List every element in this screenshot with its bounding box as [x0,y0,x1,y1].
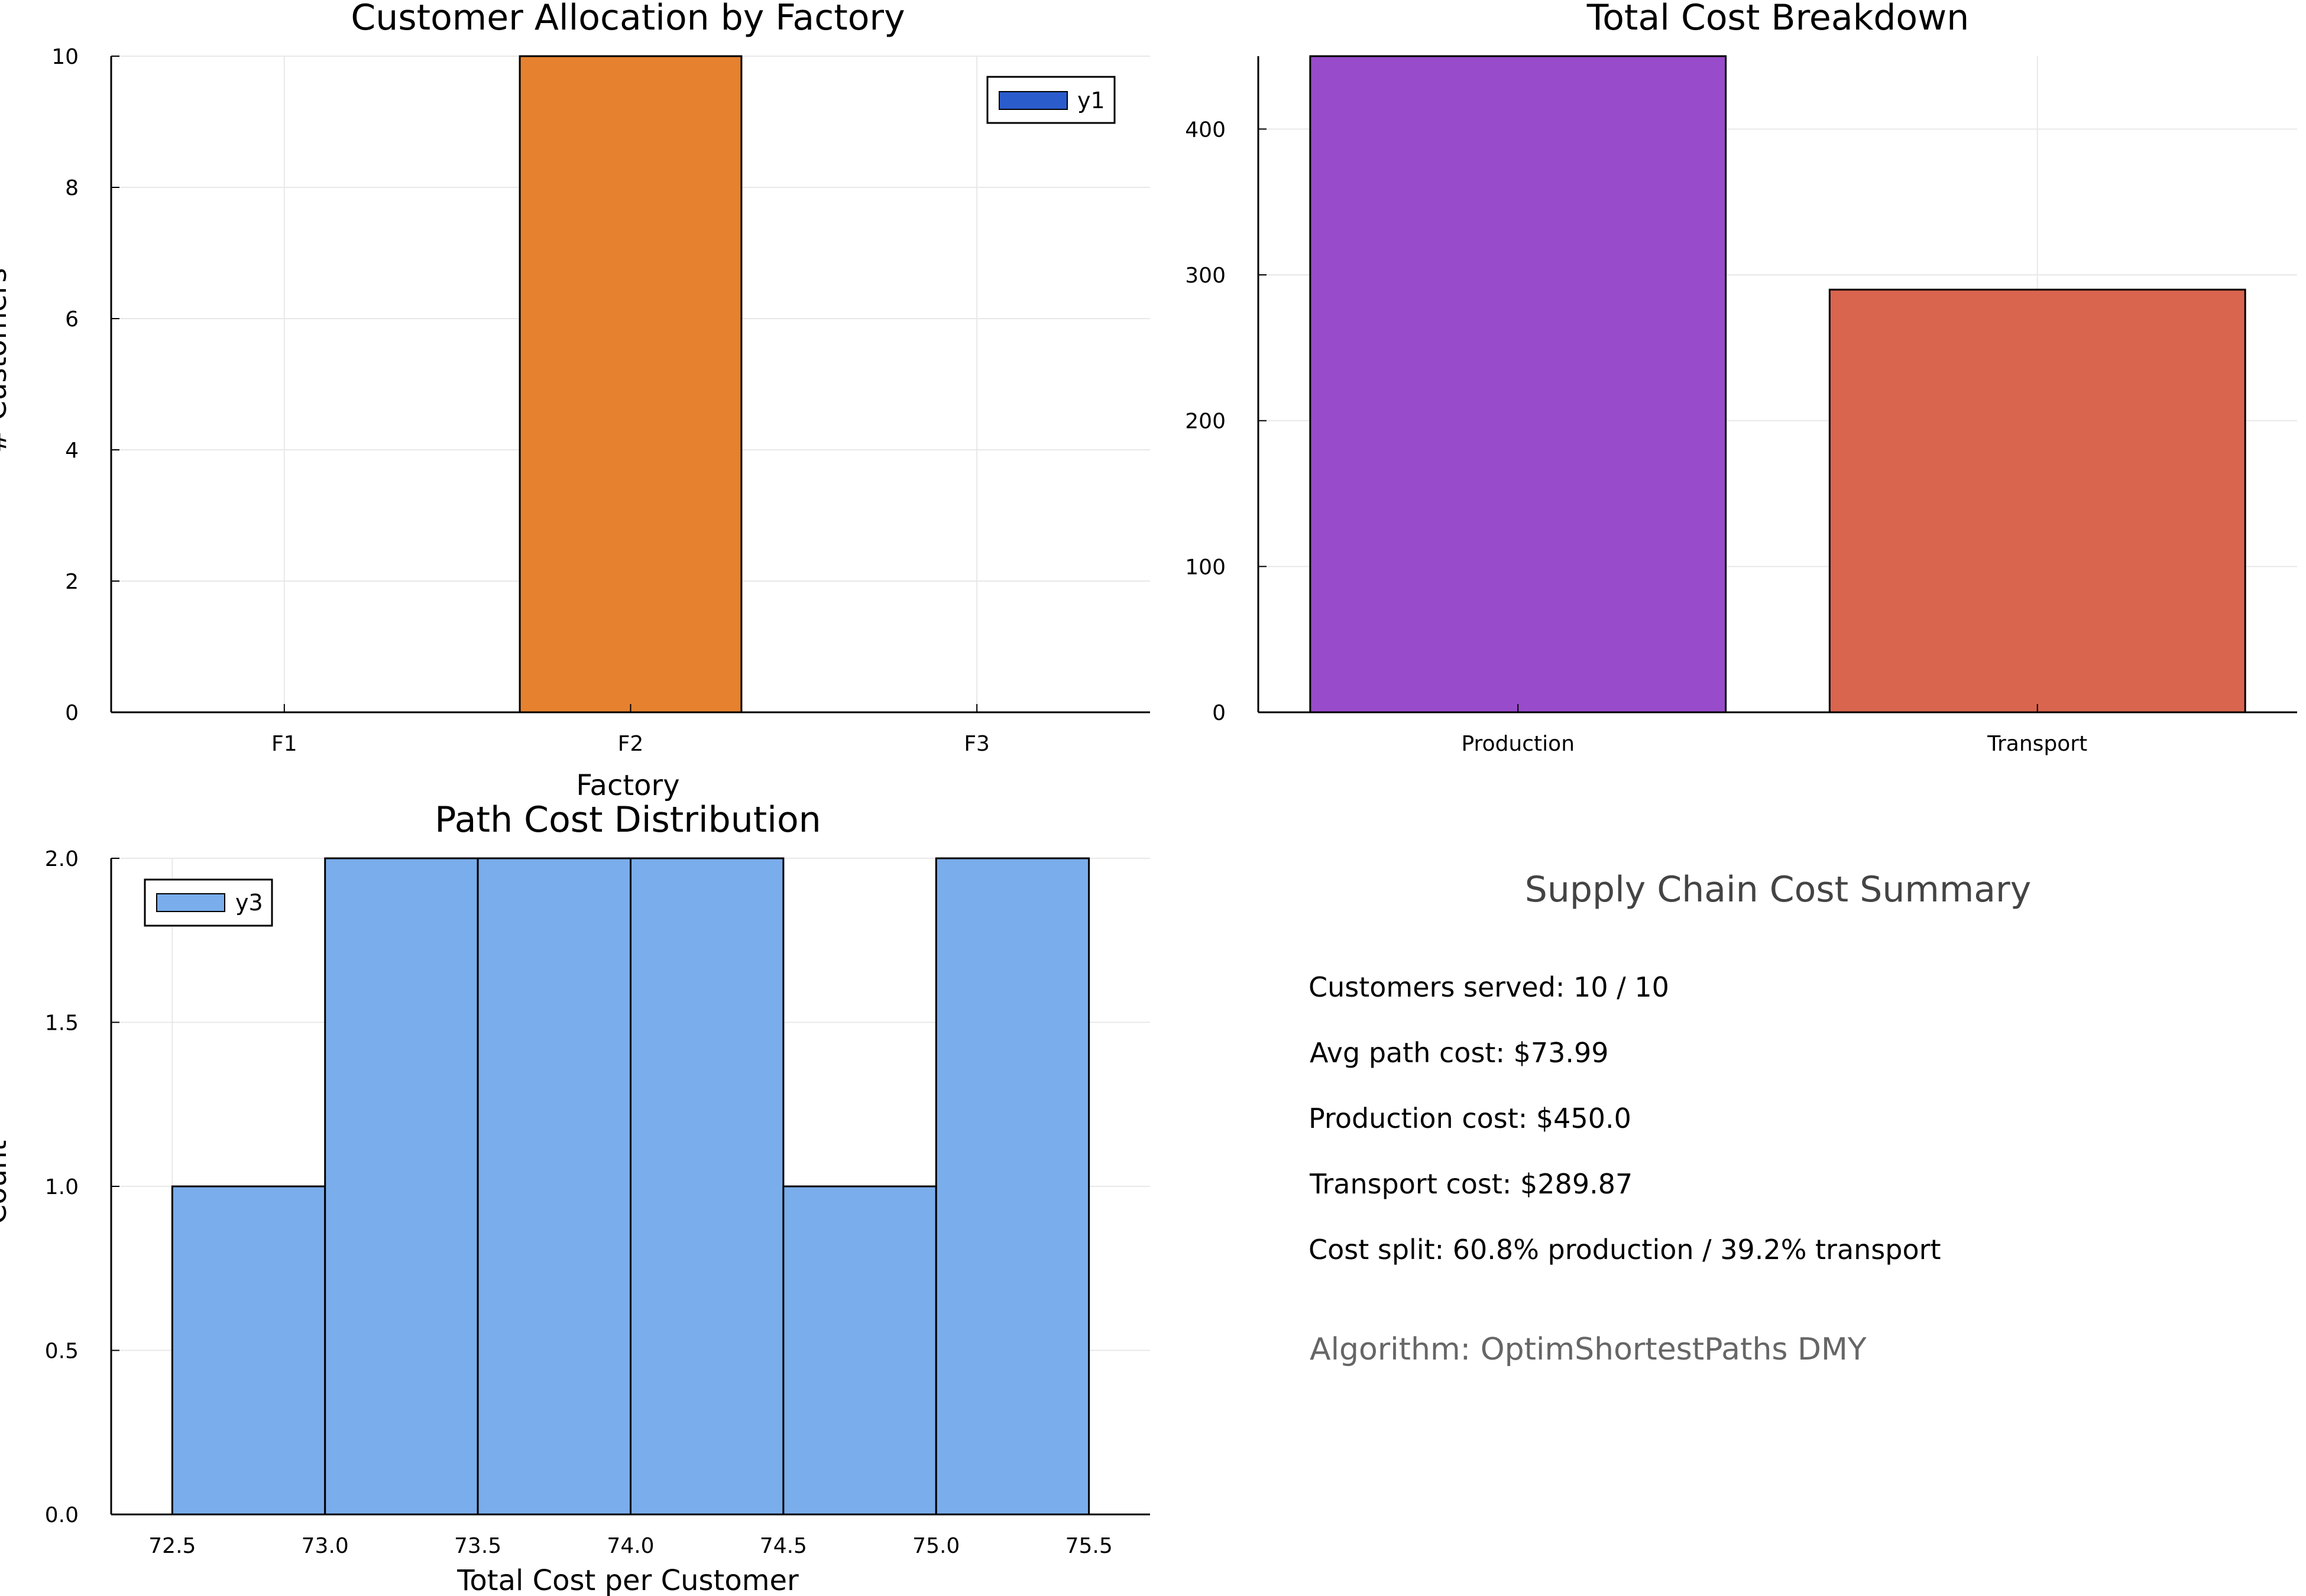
chart-2-xtick-label: Transport [1987,732,2087,756]
chart-path-cost-distribution: Path Cost Distribution 0.0 0.5 1.0 1.5 2.0 7… [0,799,1150,1596]
chart-1-ylabel: # Customers [0,268,13,453]
chart-2-y-tick-labels: 0 100 200 300 400 [1185,118,1226,725]
chart-2-ytick-label: 400 [1185,118,1226,142]
chart-3-y-tick-labels: 0.0 0.5 1.0 1.5 2.0 [45,847,79,1527]
chart-3-legend-label: y3 [235,890,263,916]
chart-1-ytick-label: 0 [65,701,79,725]
chart-3-xtick-label: 73.5 [454,1534,501,1558]
summary-line-production-cost: Production cost: $450.0 [1309,1102,1631,1134]
chart-3-histogram-bin [324,857,479,1516]
chart-2-axes [1257,56,2297,713]
summary-line-cost-split: Cost split: 60.8% production / 39.2% tra… [1309,1234,1941,1266]
chart-1-legend-swatch [999,91,1068,110]
chart-3-xtick-label: 75.5 [1065,1534,1113,1558]
chart-1-legend: y1 [986,76,1116,124]
chart-3-bars [171,857,1090,1516]
chart-1-ytick-label: 4 [65,439,79,463]
cost-summary-panel: Supply Chain Cost Summary Customers serv… [1309,869,2031,1367]
summary-line-transport-cost: Transport cost: $289.87 [1309,1168,1633,1200]
chart-3-histogram-bin [171,1185,326,1516]
chart-2-bars [1309,55,2246,713]
chart-customer-allocation: Customer Allocation by Factory 0 2 4 6 8 10 F… [0,0,1150,802]
chart-3-ytick-label: 0.0 [45,1503,79,1527]
summary-title: Supply Chain Cost Summary [1525,869,2031,910]
chart-3-title: Path Cost Distribution [435,799,821,841]
summary-algorithm: Algorithm: OptimShortestPaths DMY [1310,1332,1867,1367]
chart-3-ytick-label: 1.5 [45,1011,79,1036]
chart-2-x-tick-labels: Production Transport [1461,732,2087,756]
summary-line-customers-served: Customers served: 10 / 10 [1309,971,1669,1003]
chart-2-ytick-label: 100 [1185,555,1226,579]
chart-1-y-tick-labels: 0 2 4 6 8 10 [51,45,79,725]
chart-3-histogram-bin [782,1185,937,1516]
chart-3-xtick-label: 74.5 [760,1534,807,1558]
chart-2-bar-production [1309,55,1727,713]
chart-1-axes [110,56,1150,713]
chart-2-title: Total Cost Breakdown [1586,0,1970,38]
chart-2-xtick-label: Production [1461,732,1575,756]
chart-1-x-tick-labels: F1 F2 F3 [271,732,990,756]
chart-1-xtick-label: F3 [964,732,990,756]
chart-1-ytick-label: 2 [65,570,79,594]
chart-1-title: Customer Allocation by Factory [351,0,905,38]
chart-3-ytick-label: 2.0 [45,847,79,871]
chart-2-bar-transport [1828,288,2246,713]
chart-3-histogram-bin [477,857,632,1516]
chart-3-xlabel: Total Cost per Customer [456,1564,799,1596]
chart-1-xtick-label: F1 [271,732,297,756]
chart-total-cost-breakdown: Total Cost Breakdown 0 100 200 300 400 Produ… [1185,0,2297,756]
chart-1-ytick-label: 8 [65,176,79,200]
chart-3-legend: y3 [144,878,273,927]
chart-2-ytick-label: 300 [1185,264,1226,288]
chart-3-histogram-bin [935,857,1090,1516]
chart-3-ytick-label: 0.5 [45,1339,79,1364]
chart-3-xtick-label: 72.5 [148,1534,196,1558]
chart-2-ytick-label: 200 [1185,410,1226,434]
chart-3-axes [110,858,1150,1516]
chart-3-histogram-bin [630,857,785,1516]
chart-2-ytick-label: 0 [1212,701,1226,725]
chart-3-xtick-label: 75.0 [912,1534,960,1558]
chart-3-xtick-label: 73.0 [302,1534,349,1558]
chart-3-x-tick-labels: 72.5 73.0 73.5 74.0 74.5 75.0 75.5 [148,1534,1112,1558]
chart-3-ylabel: Count [0,1140,13,1225]
chart-1-bars [519,55,743,713]
chart-1-ytick-label: 6 [65,307,79,332]
chart-3-legend-swatch [156,893,225,912]
chart-1-bar-f2 [519,55,743,713]
summary-line-avg-path-cost: Avg path cost: $73.99 [1310,1037,1609,1069]
chart-1-ytick-label: 10 [51,45,79,69]
chart-1-xtick-label: F2 [618,732,644,756]
chart-3-xtick-label: 74.0 [607,1534,654,1558]
chart-1-legend-label: y1 [1077,87,1105,113]
chart-3-ytick-label: 1.0 [45,1175,79,1199]
chart-1-xlabel: Factory [576,769,679,802]
